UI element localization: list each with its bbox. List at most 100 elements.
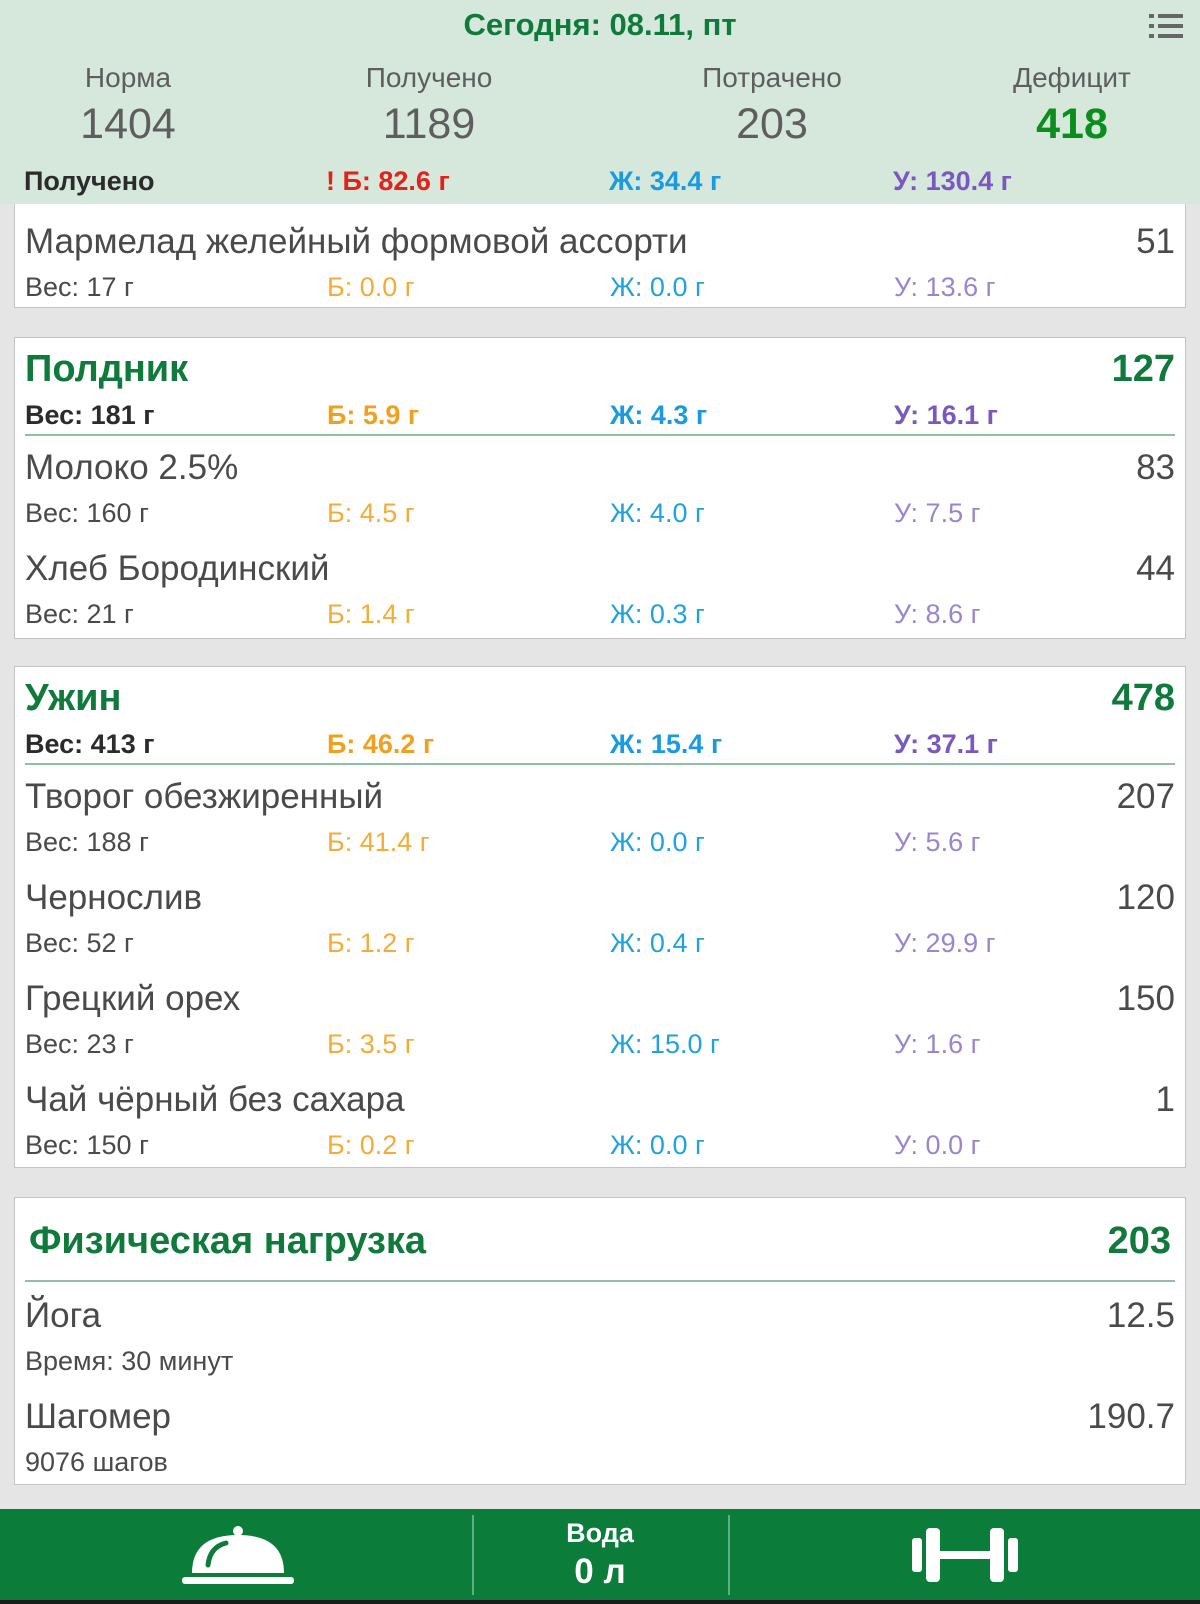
- food-item[interactable]: Творог обезжиренный 207 Вес: 188 г Б: 41…: [15, 777, 1185, 873]
- food-weight: Вес: 160 г: [25, 498, 149, 528]
- stat-label: Дефицит: [1013, 62, 1131, 93]
- carbs-total: У: 130.4 г: [893, 166, 1012, 196]
- food-carbs: У: 7.5 г: [894, 498, 981, 528]
- received-macros: Получено ! Б: 82.6 г Ж: 34.4 г У: 130.4 …: [0, 166, 1200, 196]
- food-weight: Вес: 150 г: [25, 1130, 149, 1160]
- food-carbs: У: 1.6 г: [894, 1029, 981, 1059]
- meal-title[interactable]: Ужин: [25, 677, 122, 719]
- meal-weight: Вес: 413 г: [25, 729, 155, 759]
- food-kcal: 44: [1136, 549, 1175, 588]
- food-kcal: 51: [1136, 222, 1175, 261]
- food-carbs: У: 29.9 г: [894, 928, 996, 958]
- stat-received: Получено 1189: [309, 62, 549, 149]
- food-fat: Ж: 15.0 г: [610, 1029, 720, 1059]
- food-fat: Ж: 0.3 г: [610, 599, 705, 629]
- food-weight: Вес: 52 г: [25, 928, 134, 958]
- divider: [25, 1280, 1175, 1282]
- stat-label: Потрачено: [702, 62, 842, 93]
- food-fat: Ж: 0.0 г: [610, 827, 705, 857]
- meal-card-snack: Полдник 127 Вес: 181 г Б: 5.9 г Ж: 4.3 г…: [14, 337, 1186, 639]
- food-item[interactable]: Хлеб Бородинский 44 Вес: 21 г Б: 1.4 г Ж…: [15, 549, 1185, 645]
- meal-carbs: У: 37.1 г: [894, 729, 998, 759]
- food-name: Творог обезжиренный: [25, 777, 384, 816]
- food-item[interactable]: Грецкий орех 150 Вес: 23 г Б: 3.5 г Ж: 1…: [15, 979, 1185, 1075]
- activity-kcal: 190.7: [1087, 1397, 1175, 1436]
- stat-value: 418: [1036, 100, 1108, 148]
- meal-protein: Б: 5.9 г: [327, 400, 420, 430]
- food-name: Хлеб Бородинский: [25, 549, 330, 588]
- activity-name: Йога: [25, 1296, 102, 1335]
- meal-protein: Б: 46.2 г: [327, 729, 435, 759]
- food-item[interactable]: Мармелад желейный формовой ассорти 51 Ве…: [15, 222, 1185, 318]
- water-value[interactable]: 0 л: [574, 1552, 626, 1591]
- meal-card-previous: Мармелад желейный формовой ассорти 51 Ве…: [14, 204, 1186, 308]
- food-weight: Вес: 188 г: [25, 827, 149, 857]
- nav-edge: [0, 1600, 1200, 1604]
- food-item[interactable]: Молоко 2.5% 83 Вес: 160 г Б: 4.5 г Ж: 4.…: [15, 448, 1185, 544]
- food-fat: Ж: 0.4 г: [610, 928, 705, 958]
- food-fat: Ж: 0.0 г: [610, 272, 705, 302]
- cloche-icon[interactable]: [180, 1521, 296, 1589]
- meal-card-dinner: Ужин 478 Вес: 413 г Б: 46.2 г Ж: 15.4 г …: [14, 666, 1186, 1168]
- bar-separator: [472, 1515, 474, 1595]
- stat-norm: Норма 1404: [8, 62, 248, 149]
- food-protein: Б: 1.4 г: [327, 599, 415, 629]
- food-name: Чай чёрный без сахара: [25, 1080, 405, 1119]
- activity-total: 203: [1107, 1220, 1171, 1262]
- stat-value: 1189: [382, 100, 476, 148]
- meal-carbs: У: 16.1 г: [894, 400, 998, 430]
- meal-fat: Ж: 4.3 г: [610, 400, 708, 430]
- meal-total: 478: [1111, 677, 1175, 719]
- list-menu-icon[interactable]: [1149, 12, 1183, 40]
- divider: [25, 763, 1175, 765]
- meal-total: 127: [1111, 348, 1175, 390]
- fat-total: Ж: 34.4 г: [609, 166, 722, 196]
- dumbbell-icon[interactable]: [910, 1526, 1020, 1584]
- food-carbs: У: 13.6 г: [894, 272, 996, 302]
- food-protein: Б: 0.2 г: [327, 1130, 415, 1160]
- activity-item[interactable]: Йога 12.5 Время: 30 минут: [15, 1296, 1185, 1392]
- food-fat: Ж: 4.0 г: [610, 498, 705, 528]
- divider: [25, 434, 1175, 436]
- bar-separator: [728, 1515, 730, 1595]
- meal-title[interactable]: Полдник: [25, 348, 189, 390]
- stat-label: Получено: [365, 62, 493, 93]
- food-kcal: 83: [1136, 448, 1175, 487]
- food-weight: Вес: 23 г: [25, 1029, 134, 1059]
- bottom-action-bar: Вода 0 л: [0, 1509, 1200, 1600]
- food-item[interactable]: Чай чёрный без сахара 1 Вес: 150 г Б: 0.…: [15, 1080, 1185, 1176]
- food-name: Молоко 2.5%: [25, 448, 239, 487]
- meal-fat: Ж: 15.4 г: [610, 729, 723, 759]
- meal-weight: Вес: 181 г: [25, 400, 155, 430]
- activity-name: Шагомер: [25, 1397, 171, 1436]
- food-carbs: У: 8.6 г: [894, 599, 981, 629]
- activity-title[interactable]: Физическая нагрузка: [29, 1220, 427, 1262]
- activity-kcal: 12.5: [1106, 1296, 1175, 1335]
- stat-spent: Потрачено 203: [652, 62, 892, 149]
- food-item[interactable]: Чернослив 120 Вес: 52 г Б: 1.2 г Ж: 0.4 …: [15, 878, 1185, 974]
- activity-card: Физическая нагрузка 203 Йога 12.5 Время:…: [14, 1197, 1186, 1485]
- food-name: Грецкий орех: [25, 979, 241, 1018]
- food-protein: Б: 3.5 г: [327, 1029, 415, 1059]
- food-carbs: У: 0.0 г: [894, 1130, 981, 1160]
- food-kcal: 120: [1116, 878, 1175, 917]
- protein-total: ! Б: 82.6 г: [326, 166, 450, 196]
- food-protein: Б: 41.4 г: [327, 827, 430, 857]
- activity-item[interactable]: Шагомер 190.7 9076 шагов: [15, 1397, 1185, 1493]
- food-carbs: У: 5.6 г: [894, 827, 981, 857]
- food-kcal: 207: [1116, 777, 1175, 816]
- activity-detail: 9076 шагов: [25, 1447, 168, 1477]
- stat-value: 1404: [80, 100, 176, 148]
- food-weight: Вес: 21 г: [25, 599, 134, 629]
- food-name: Мармелад желейный формовой ассорти: [25, 222, 688, 261]
- date-title[interactable]: Сегодня: 08.11, пт: [463, 7, 737, 42]
- food-kcal: 150: [1116, 979, 1175, 1018]
- food-protein: Б: 0.0 г: [327, 272, 415, 302]
- stat-deficit: Дефицит 418: [952, 62, 1192, 149]
- stat-value: 203: [736, 100, 808, 148]
- stat-label: Норма: [84, 62, 172, 93]
- water-label[interactable]: Вода: [566, 1518, 634, 1548]
- summary-header: Сегодня: 08.11, пт Норма 1404 Получено 1…: [0, 0, 1200, 204]
- activity-detail: Время: 30 минут: [25, 1346, 234, 1376]
- food-kcal: 1: [1155, 1080, 1175, 1119]
